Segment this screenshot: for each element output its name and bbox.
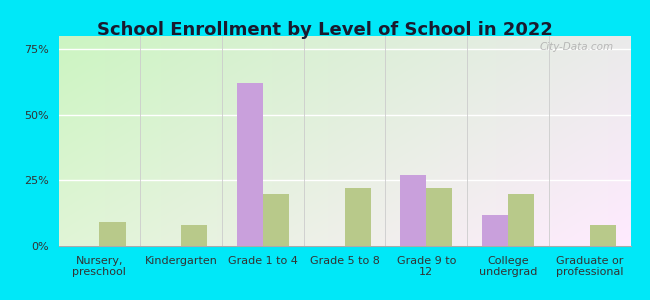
Bar [482,214,508,246]
Bar [400,175,426,246]
Bar [508,194,534,246]
Bar [590,225,616,246]
Text: School Enrollment by Level of School in 2022: School Enrollment by Level of School in … [97,21,553,39]
Bar [99,222,125,246]
Bar [181,225,207,246]
Text: City-Data.com: City-Data.com [540,42,614,52]
Bar [237,83,263,246]
Bar [426,188,452,246]
Bar [263,194,289,246]
Bar [344,188,370,246]
